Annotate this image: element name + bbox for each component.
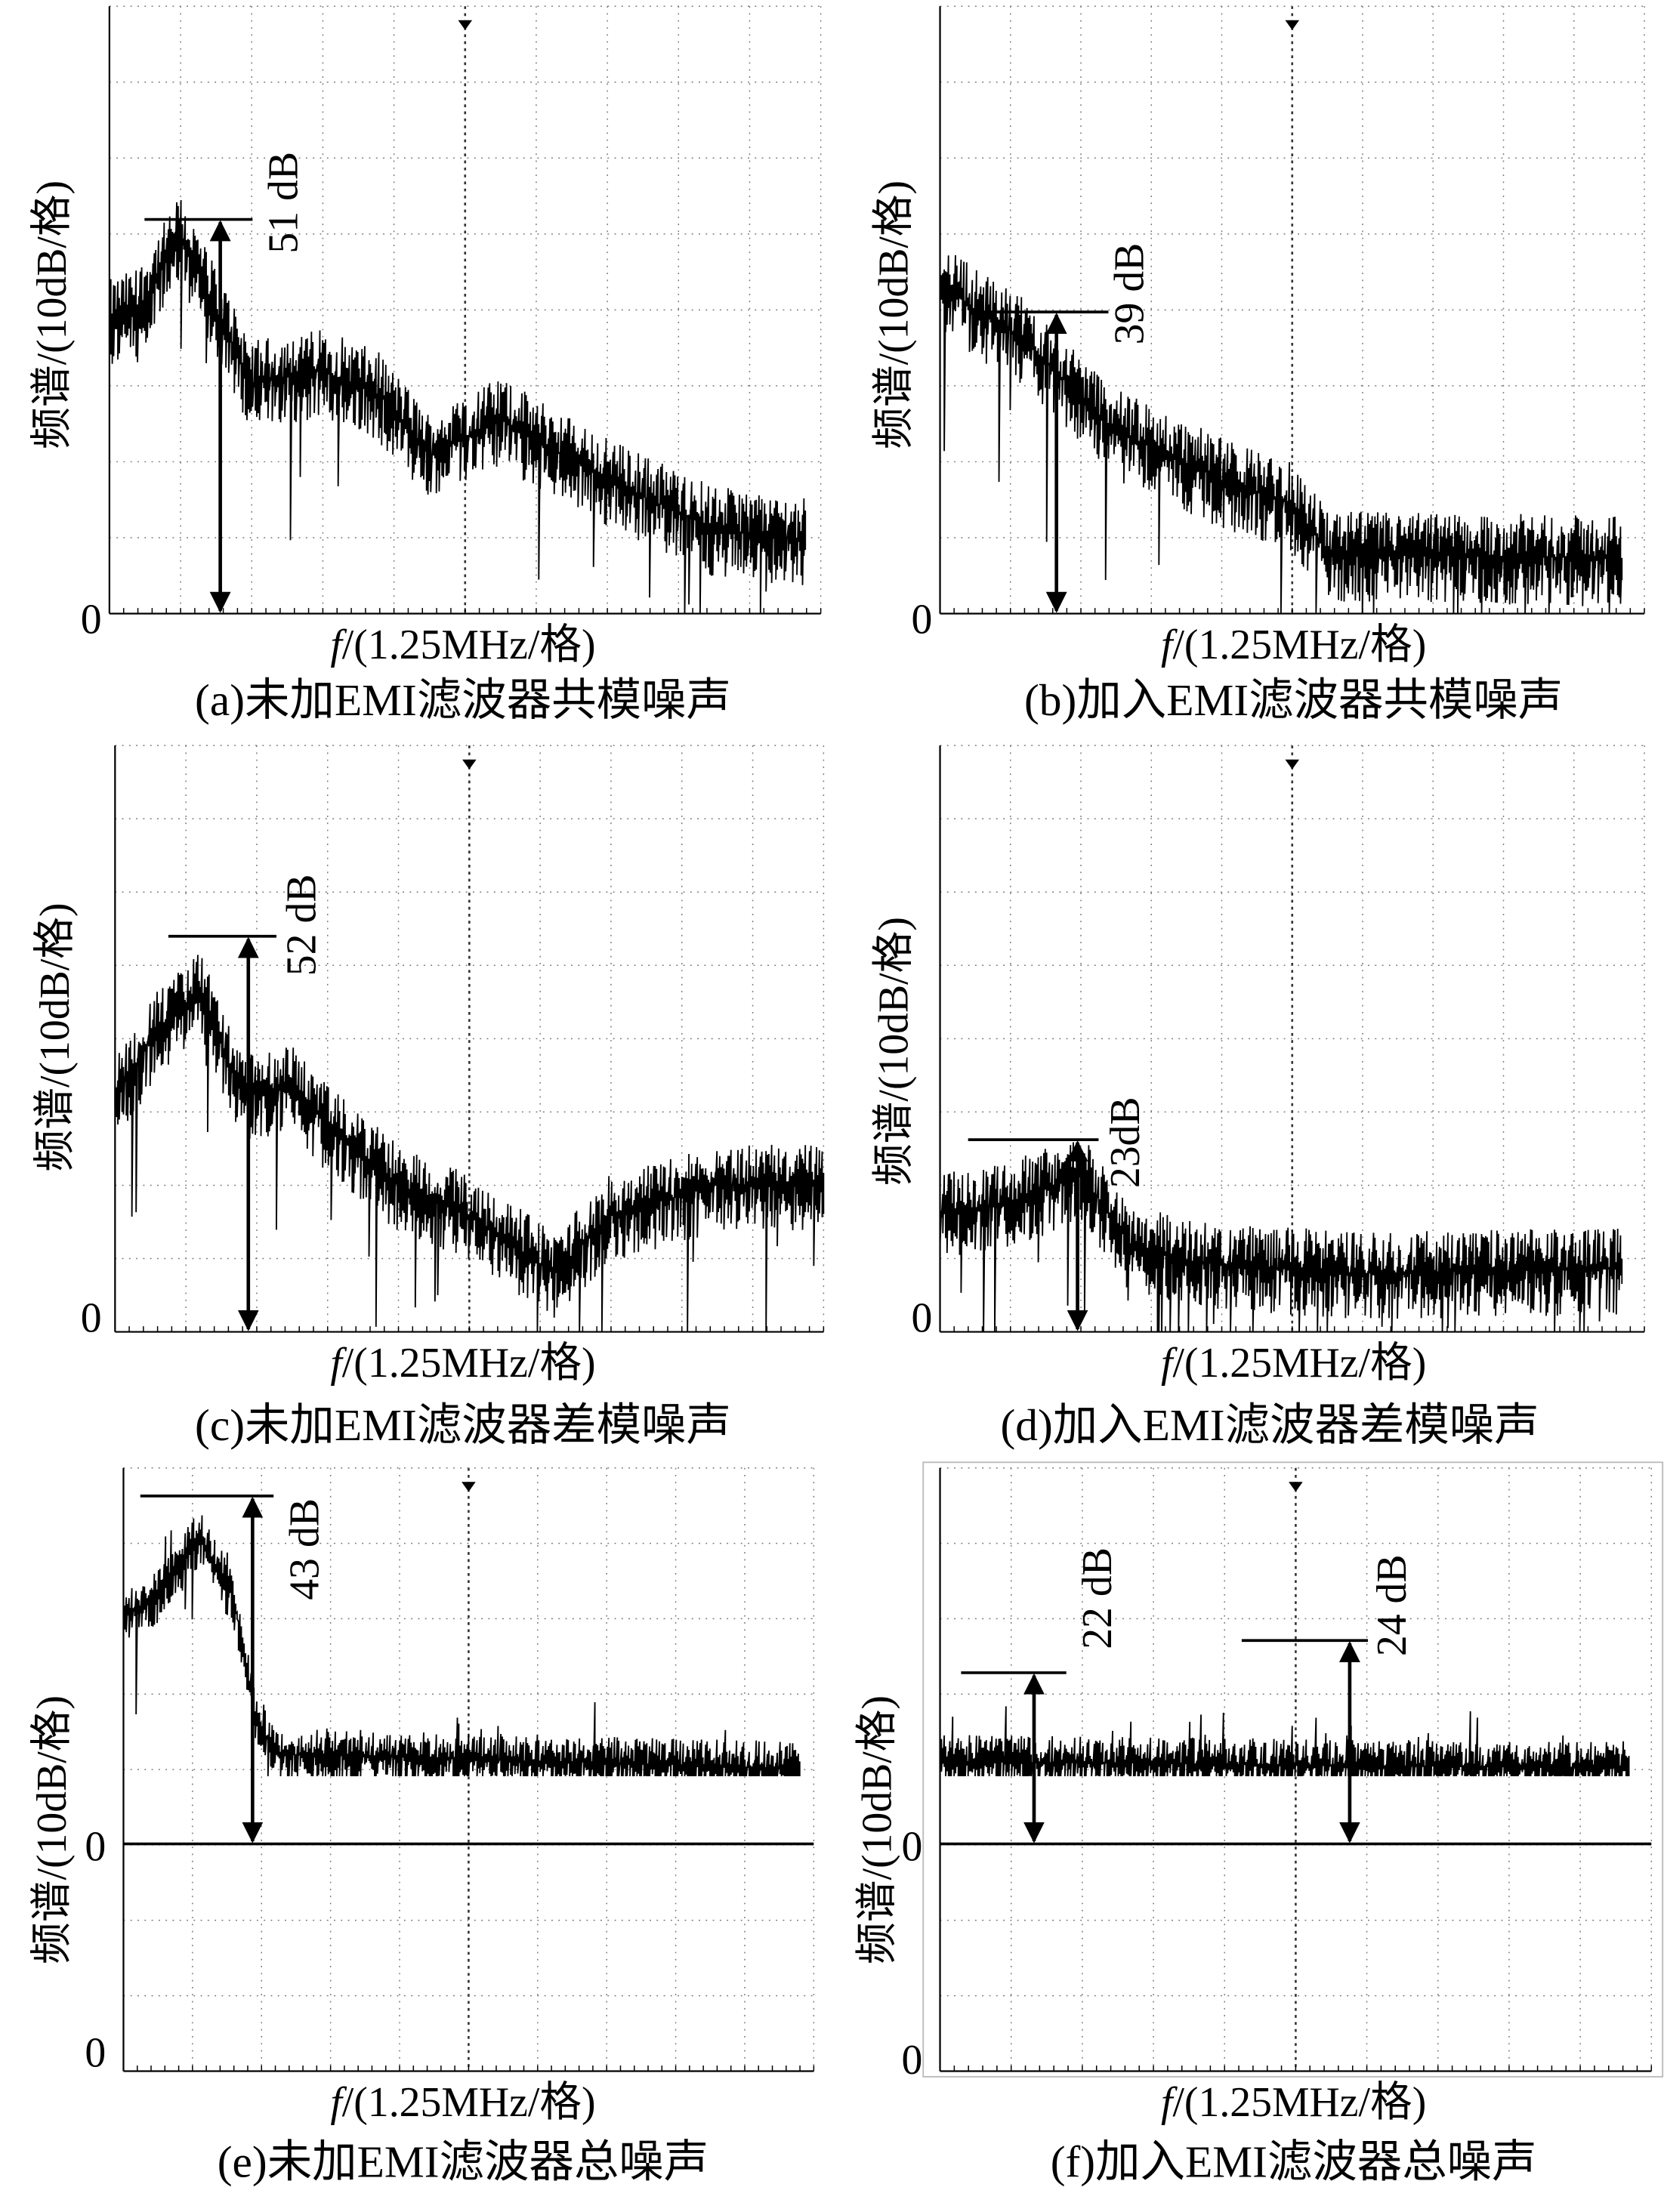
spectrum-trace xyxy=(122,1515,801,1777)
trigger-marker xyxy=(1285,20,1300,30)
y-axis-label: 频谱/(10dB/格) xyxy=(871,917,918,1186)
amplitude-label: 43 dB xyxy=(281,1498,328,1600)
panel-caption: (a)未加EMI滤波器共模噪声 xyxy=(195,675,731,725)
trigger-marker xyxy=(458,20,473,30)
trigger-marker xyxy=(462,759,477,770)
panel-caption: (d)加入EMI滤波器差模噪声 xyxy=(1000,1400,1539,1450)
amplitude-label: 24 dB xyxy=(1369,1554,1415,1656)
zero-label: 0 xyxy=(901,1824,922,1871)
panel-caption: (b)加入EMI滤波器共模噪声 xyxy=(1024,675,1563,725)
zero-label: 0 xyxy=(911,596,932,643)
y-axis-label: 频谱/(10dB/格) xyxy=(854,1695,900,1964)
x-axis-label: f/(1.25MHz/格) xyxy=(1161,622,1426,668)
x-axis-unit: /(1.25MHz/格) xyxy=(1172,1340,1426,1387)
x-axis-label: f/(1.25MHz/格) xyxy=(1161,2079,1426,2126)
y-axis-label: 频谱/(10dB/格) xyxy=(29,180,76,449)
x-axis-label: f/(1.25MHz/格) xyxy=(330,622,595,668)
y-axis-label: 频谱/(10dB/格) xyxy=(871,180,918,449)
zero-label: 0 xyxy=(901,2037,922,2084)
amplitude-label: 39 dB xyxy=(1107,243,1153,345)
spectrum-trace xyxy=(108,200,807,614)
panel-caption: (f)加入EMI滤波器总噪声 xyxy=(1051,2136,1537,2186)
x-axis-label: f/(1.25MHz/格) xyxy=(330,2079,595,2126)
spectrum-trace xyxy=(939,1142,1623,1332)
zero-label: 0 xyxy=(81,1294,102,1341)
x-axis-unit: /(1.25MHz/格) xyxy=(1172,622,1426,668)
trigger-marker xyxy=(1285,759,1300,770)
trigger-marker xyxy=(462,1482,476,1492)
zero-label: 0 xyxy=(81,596,102,643)
amplitude-label: 23dB xyxy=(1102,1097,1149,1188)
spectrum-trace xyxy=(939,1706,1630,1777)
x-axis-unit: /(1.25MHz/格) xyxy=(342,1340,596,1387)
amplitude-label: 22 dB xyxy=(1074,1547,1121,1649)
x-axis-label: f/(1.25MHz/格) xyxy=(1161,1340,1426,1387)
zero-label: 0 xyxy=(85,1824,106,1871)
trigger-marker xyxy=(1289,1482,1303,1492)
panel-caption: (c)未加EMI滤波器差模噪声 xyxy=(195,1400,731,1450)
spectrum-trace xyxy=(939,255,1623,614)
x-axis-unit: /(1.25MHz/格) xyxy=(1172,2079,1426,2126)
zero-label: 0 xyxy=(911,1294,932,1341)
amplitude-label: 52 dB xyxy=(279,875,326,976)
y-axis-label: 频谱/(10dB/格) xyxy=(32,902,79,1171)
amplitude-label: 51 dB xyxy=(261,152,307,254)
panel-frame xyxy=(922,1461,1664,2078)
x-axis-unit: /(1.25MHz/格) xyxy=(342,622,596,668)
spectrum-trace xyxy=(114,955,825,1332)
zero-label: 0 xyxy=(85,2030,106,2077)
y-axis-label: 频谱/(10dB/格) xyxy=(29,1695,76,1964)
panel-caption: (e)未加EMI滤波器总噪声 xyxy=(218,2136,709,2186)
x-axis-unit: /(1.25MHz/格) xyxy=(342,2079,596,2126)
x-axis-label: f/(1.25MHz/格) xyxy=(330,1340,595,1387)
